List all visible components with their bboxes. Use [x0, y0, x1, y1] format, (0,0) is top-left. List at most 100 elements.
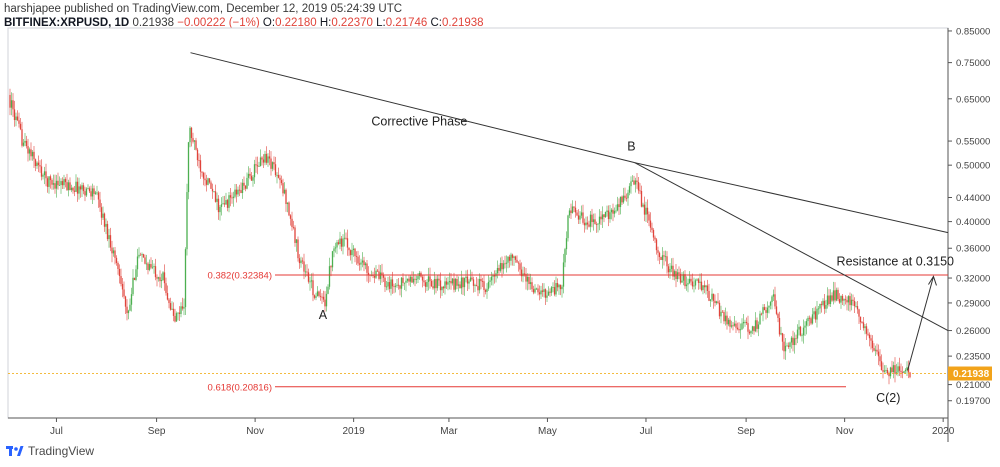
- candle: [417, 276, 419, 280]
- candle: [175, 313, 178, 322]
- candle: [87, 188, 89, 190]
- candle: [751, 326, 754, 331]
- candle: [265, 153, 268, 163]
- candle: [666, 256, 668, 267]
- candle: [210, 182, 212, 189]
- candle: [799, 326, 802, 336]
- y-tick-label: 0.19700: [956, 396, 990, 407]
- candle: [748, 331, 751, 334]
- candle: [574, 207, 577, 213]
- candle: [516, 259, 518, 263]
- candle: [100, 207, 103, 218]
- candle: [765, 310, 767, 313]
- candle: [678, 272, 680, 274]
- candle: [813, 311, 815, 315]
- candle: [168, 299, 170, 304]
- candle: [582, 212, 584, 223]
- candle: [636, 180, 638, 183]
- candle: [460, 277, 463, 289]
- candle: [505, 262, 508, 264]
- candle: [154, 266, 157, 278]
- candle: [211, 188, 214, 192]
- candle: [676, 272, 679, 280]
- candle: [906, 367, 908, 370]
- candle: [631, 180, 634, 182]
- candle: [222, 203, 224, 205]
- candle: [169, 303, 172, 310]
- candle: [897, 366, 899, 373]
- candle: [196, 149, 199, 161]
- candle: [553, 287, 556, 295]
- candle: [478, 278, 481, 291]
- candle: [445, 281, 448, 285]
- open-value: 0.22180: [275, 17, 317, 29]
- candle: [343, 237, 346, 239]
- candle: [642, 204, 644, 207]
- candle: [238, 189, 241, 191]
- candle: [358, 263, 361, 265]
- candle: [627, 192, 629, 199]
- candle: [235, 189, 238, 195]
- y-tick-label: 0.55000: [956, 137, 990, 148]
- candle: [183, 307, 185, 309]
- candle: [543, 289, 545, 292]
- candle: [651, 227, 653, 230]
- candle: [601, 214, 604, 220]
- candle: [874, 349, 877, 351]
- candle: [859, 316, 862, 323]
- candle: [228, 195, 230, 208]
- candle: [519, 263, 521, 270]
- candle: [201, 171, 203, 173]
- candle: [726, 315, 728, 325]
- candle: [253, 164, 256, 178]
- candle: [280, 180, 283, 184]
- candle: [610, 209, 613, 213]
- candle: [780, 333, 782, 335]
- candle: [547, 291, 550, 296]
- candle: [10, 100, 13, 108]
- candle: [187, 142, 190, 193]
- candle: [103, 213, 106, 227]
- annotation-resistance: Resistance at 0.3150: [837, 255, 954, 269]
- candle: [661, 255, 664, 261]
- candle: [550, 287, 553, 293]
- candle: [774, 294, 776, 307]
- candle: [723, 312, 725, 322]
- candle: [273, 162, 275, 165]
- candle: [114, 250, 116, 258]
- candle: [361, 260, 364, 263]
- candle: [316, 291, 319, 297]
- candle: [192, 138, 194, 142]
- candle: [663, 255, 665, 257]
- candle: [400, 277, 403, 289]
- candle: [823, 300, 826, 309]
- candle: [375, 270, 377, 278]
- candle: [45, 171, 47, 179]
- candle: [63, 179, 65, 186]
- candle: [75, 181, 77, 192]
- candle: [388, 282, 391, 289]
- candle: [688, 278, 691, 283]
- candle: [846, 300, 848, 303]
- candle: [310, 280, 313, 282]
- candle: [528, 276, 530, 285]
- candle: [27, 146, 29, 154]
- candle: [826, 295, 829, 306]
- chart-header: harshjapee published on TradingView.com,…: [4, 2, 484, 30]
- x-tick-label: Jul: [50, 426, 63, 437]
- candle: [643, 204, 646, 215]
- candle: [697, 279, 700, 283]
- candle: [579, 215, 581, 220]
- candle: [300, 260, 302, 264]
- candle: [796, 329, 799, 339]
- candle: [387, 282, 389, 287]
- candle: [64, 179, 67, 183]
- candle: [879, 356, 881, 362]
- candle: [379, 272, 382, 279]
- y-tick-label: 0.44000: [956, 193, 990, 204]
- candle: [117, 262, 119, 269]
- candle: [82, 185, 85, 192]
- candle: [532, 289, 535, 293]
- candle: [852, 299, 854, 301]
